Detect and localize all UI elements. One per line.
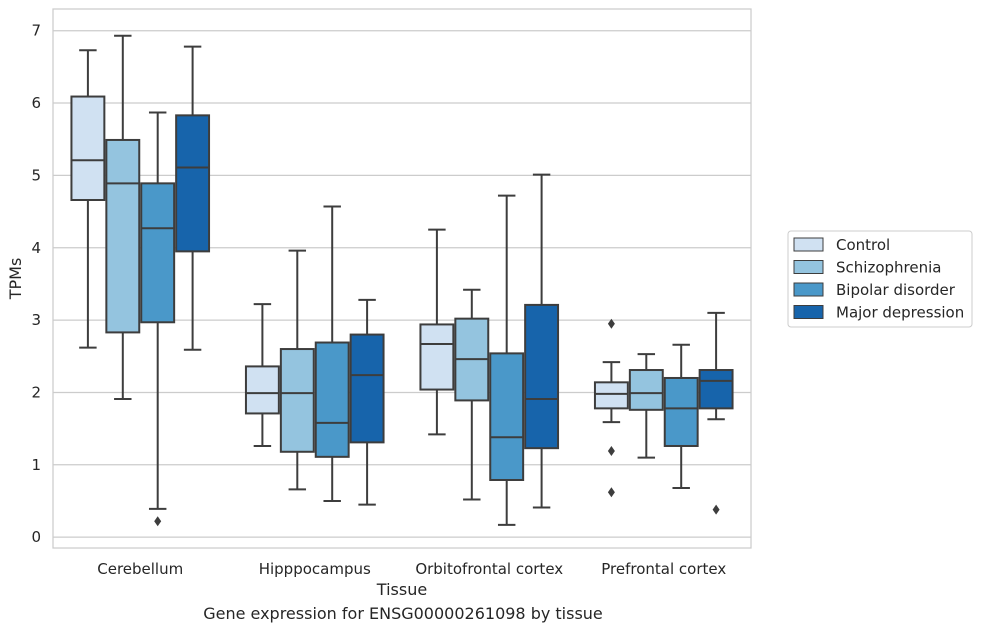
legend-swatch: [793, 260, 824, 274]
box: [244, 365, 280, 415]
box: [105, 138, 141, 334]
outlier-point: [607, 446, 615, 457]
outlier-point: [607, 487, 615, 498]
figure-caption: Gene expression for ENSG00000261098 by t…: [203, 604, 603, 623]
outlier-point: [607, 318, 615, 329]
box-schizophrenia: [454, 288, 490, 501]
y-tick-label: 2: [31, 383, 41, 401]
y-tick-label: 0: [31, 528, 41, 546]
y-axis-label: TPMs: [6, 258, 25, 301]
y-tick-labels: 0 1 2 3 4 5 6 7: [31, 22, 41, 546]
box: [314, 341, 350, 458]
box-schizophrenia: [279, 249, 315, 491]
box: [140, 182, 176, 324]
box: [419, 323, 455, 391]
box-major-depression: [175, 45, 211, 351]
legend-swatch: [793, 282, 824, 297]
box-bipolar-disorder: [140, 111, 176, 527]
box-bipolar-disorder: [663, 343, 699, 489]
x-tick-label: Hipppocampus: [259, 560, 371, 578]
box: [524, 303, 560, 450]
box-control: [244, 303, 280, 447]
x-tick-label: Orbitofrontal cortex: [415, 560, 563, 578]
outlier-point: [712, 504, 720, 515]
y-tick-label: 6: [31, 94, 41, 112]
x-tick-label: Cerebellum: [97, 560, 183, 578]
box: [698, 369, 734, 410]
plot-frame: [52, 8, 752, 549]
box: [70, 95, 106, 202]
box-major-depression: [349, 298, 385, 506]
y-tick-label: 7: [31, 22, 41, 40]
box-control: [70, 49, 106, 349]
legend-swatch: [793, 237, 824, 252]
legend: Control Schizophrenia Bipolar disorder Majo…: [787, 230, 973, 328]
y-tick-label: 5: [31, 166, 41, 184]
box: [489, 352, 525, 481]
box: [279, 348, 315, 453]
box: [349, 333, 385, 444]
legend-label: Bipolar disorder: [836, 281, 956, 299]
legend-frame: [787, 230, 973, 328]
box-plots: [70, 34, 734, 527]
legend-swatch: [793, 305, 824, 319]
box-bipolar-disorder: [489, 194, 525, 526]
box-major-depression: [524, 173, 560, 509]
outlier-point: [154, 516, 162, 527]
x-tick-label: Prefrontal cortex: [601, 560, 726, 578]
box-schizophrenia: [628, 353, 664, 459]
x-tick-labels: Cerebellum Hipppocampus Orbitofrontal cort…: [97, 560, 726, 578]
box: [593, 381, 629, 410]
x-axis-label: Tissue: [376, 580, 427, 599]
box-control: [593, 318, 629, 498]
box-schizophrenia: [105, 34, 141, 400]
y-tick-label: 1: [31, 456, 41, 474]
y-tick-label: 3: [31, 311, 41, 329]
y-tick-label: 4: [31, 239, 41, 257]
box: [175, 114, 211, 253]
box: [628, 369, 664, 411]
box: [663, 376, 699, 447]
box-major-depression: [698, 311, 734, 515]
legend-label: Schizophrenia: [836, 259, 941, 277]
legend-label: Major depression: [836, 304, 964, 322]
box-control: [419, 228, 455, 436]
box-bipolar-disorder: [314, 205, 350, 502]
legend-label: Control: [836, 236, 890, 254]
